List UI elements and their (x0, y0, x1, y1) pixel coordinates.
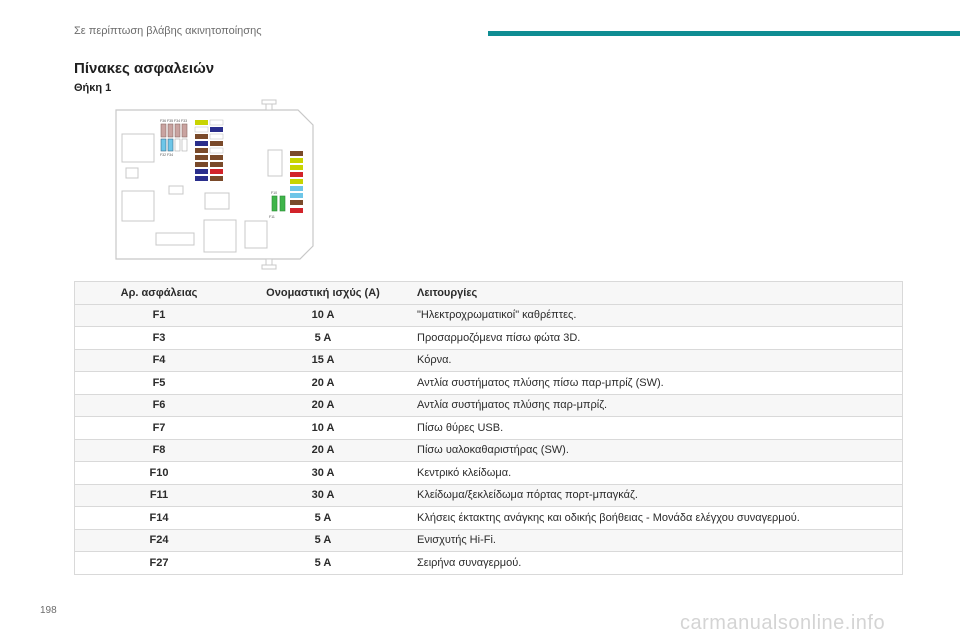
fuses-right-column (290, 151, 303, 213)
function-cell: Κλείδωμα/ξεκλείδωμα πόρτας πορτ-μπαγκάζ. (403, 484, 903, 507)
fuse-box-diagram: F36 F35 F34 F33 F32 F34 (115, 99, 314, 270)
fuse-number-cell: F8 (74, 439, 243, 462)
rating-cell: 10 A (243, 304, 403, 327)
function-cell: Ενισχυτής Hi-Fi. (403, 529, 903, 552)
fuse-number-cell: F24 (74, 529, 243, 552)
fuses-green-pair (271, 195, 286, 212)
rating-cell: 30 A (243, 461, 403, 485)
table-row: F5 20 A Αντλία συστήματος πλύσης πίσω παρ-… (74, 371, 903, 395)
fuse-number-cell: F5 (74, 371, 243, 395)
fuse-number-cell: F6 (74, 394, 243, 417)
svg-text:F11: F11 (269, 215, 275, 219)
fuses-column-b (209, 119, 224, 181)
rating-cell: 15 A (243, 349, 403, 372)
bottom-mount-tab (261, 258, 277, 270)
function-cell: Αντλία συστήματος πλύσης παρ-μπρίζ. (403, 394, 903, 417)
table-row: F3 5 A Προσαρμοζόμενα πίσω φώτα 3D. (74, 326, 903, 350)
rating-cell: 20 A (243, 439, 403, 462)
svg-text:F10: F10 (271, 191, 277, 195)
table-row: F24 5 A Ενισχυτής Hi-Fi. (74, 529, 903, 552)
function-cell: Κεντρικό κλείδωμα. (403, 461, 903, 485)
fuse-table: Αρ. ασφάλειας Ονομαστική ισχύς (A) Λειτο… (74, 281, 903, 575)
fuse-number-cell: F4 (74, 349, 243, 372)
fuses-blue-row (160, 138, 188, 152)
fuse-number-cell: F10 (74, 461, 243, 485)
rating-cell: 30 A (243, 484, 403, 507)
page-number: 198 (40, 605, 57, 616)
function-cell: Σειρήνα συναγερμού. (403, 551, 903, 575)
table-row: F27 5 A Σειρήνα συναγερμού. (74, 551, 903, 575)
col-header-fuse-number: Αρ. ασφάλειας (74, 281, 243, 305)
running-header: Σε περίπτωση βλάβης ακινητοποίησης (74, 25, 262, 37)
fuses-column-a (194, 120, 209, 181)
fuse-number-cell: F27 (74, 551, 243, 575)
top-mount-tab (261, 99, 277, 111)
fuse-box-title: Θήκη 1 (74, 82, 112, 94)
table-row: F4 15 A Κόρνα. (74, 349, 903, 372)
table-row: F10 30 A Κεντρικό κλείδωμα. (74, 461, 903, 485)
fuse-number-cell: F1 (74, 304, 243, 327)
svg-text:F36 F35 F34 F33: F36 F35 F34 F33 (160, 119, 187, 123)
rating-cell: 10 A (243, 416, 403, 440)
table-row: F1 10 A "Ηλεκτροχρωματικοί" καθρέπτες. (74, 304, 903, 327)
fuse-number-cell: F14 (74, 506, 243, 530)
function-cell: Προσαρμοζόμενα πίσω φώτα 3D. (403, 326, 903, 350)
rating-cell: 20 A (243, 394, 403, 417)
rating-cell: 5 A (243, 506, 403, 530)
function-cell: Πίσω υαλοκαθαριστήρας (SW). (403, 439, 903, 462)
function-cell: Πίσω θύρες USB. (403, 416, 903, 440)
relay-blocks (121, 133, 283, 253)
rating-cell: 5 A (243, 529, 403, 552)
rating-cell: 5 A (243, 326, 403, 350)
function-cell: Αντλία συστήματος πλύσης πίσω παρ-μπρίζ … (403, 371, 903, 395)
fuses-top-row (160, 123, 188, 138)
table-row: F14 5 A Κλήσεις έκτακτης ανάγκης και οδική… (74, 506, 903, 530)
fuse-number-cell: F3 (74, 326, 243, 350)
table-row: F7 10 A Πίσω θύρες USB. (74, 416, 903, 440)
section-title: Πίνακες ασφαλειών (74, 60, 215, 77)
fuse-number-cell: F11 (74, 484, 243, 507)
watermark: carmanualsonline.info (680, 612, 886, 634)
table-row: F8 20 A Πίσω υαλοκαθαριστήρας (SW). (74, 439, 903, 462)
table-header-row: Αρ. ασφάλειας Ονομαστική ισχύς (A) Λειτο… (74, 281, 903, 305)
table-row: F11 30 A Κλείδωμα/ξεκλείδωμα πόρτας πορτ-μ… (74, 484, 903, 507)
col-header-rating: Ονομαστική ισχύς (A) (243, 281, 403, 305)
function-cell: Κόρνα. (403, 349, 903, 372)
rating-cell: 20 A (243, 371, 403, 395)
col-header-functions: Λειτουργίες (403, 281, 903, 305)
svg-text:F32 F34: F32 F34 (160, 153, 173, 157)
table-row: F6 20 A Αντλία συστήματος πλύσης παρ-μπρίζ… (74, 394, 903, 417)
fuse-number-cell: F7 (74, 416, 243, 440)
function-cell: Κλήσεις έκτακτης ανάγκης και οδικής βοήθ… (403, 506, 903, 530)
rating-cell: 5 A (243, 551, 403, 575)
header-accent-bar (488, 31, 960, 36)
function-cell: "Ηλεκτροχρωματικοί" καθρέπτες. (403, 304, 903, 327)
